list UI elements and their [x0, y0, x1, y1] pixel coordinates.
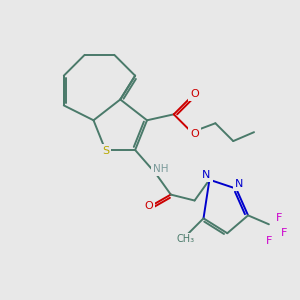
Text: N: N: [202, 170, 211, 180]
Text: NH: NH: [153, 164, 168, 174]
Text: O: O: [144, 202, 153, 212]
Text: O: O: [190, 88, 199, 98]
Text: F: F: [266, 236, 272, 246]
Text: CH₃: CH₃: [177, 234, 195, 244]
Text: O: O: [190, 129, 199, 139]
Text: N: N: [235, 179, 243, 189]
Text: F: F: [280, 228, 287, 238]
Text: F: F: [276, 213, 283, 224]
Text: S: S: [102, 146, 109, 157]
